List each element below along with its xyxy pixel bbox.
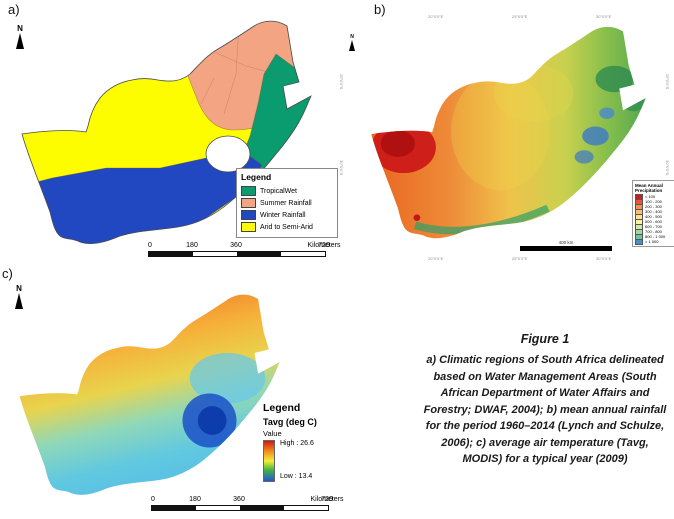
legend-item-label: 600 - 700 (645, 224, 662, 230)
legend-item: Summer Rainfall (241, 197, 333, 209)
caption-title: Figure 1 (520, 332, 570, 346)
legend-swatch (241, 222, 256, 232)
legend-item-label: < 100 (645, 194, 656, 200)
scalebar-seg (281, 252, 325, 256)
ramp-high-label: High : 26.6 (280, 440, 314, 447)
hot-zone (88, 307, 125, 324)
legend-item: Winter Rainfall (241, 209, 333, 221)
legend-field-name: Value (263, 429, 282, 438)
legend-item-label: 500 - 600 (645, 219, 662, 225)
scalebar-c: 0 180 360 720 Kilometers (151, 496, 344, 516)
scalebar-unit: Kilometers (310, 496, 344, 503)
scalebar-seg (152, 506, 196, 510)
legend-ramp-row: High : 26.6 Low : 13.4 (263, 440, 317, 482)
scalebar-seg (149, 252, 193, 256)
coord-label: 25°0'0"E (512, 14, 528, 19)
color-ramp (263, 440, 275, 482)
panel-a-climatic-regions: N Legend TropicalWet Summer Rainfall Win… (8, 16, 341, 264)
scalebar-seg (240, 506, 284, 510)
coord-label: 25°0'0"E (512, 256, 528, 261)
legend-item: Arid to Semi-Arid (241, 221, 333, 233)
scalebar-tick: 0 (151, 496, 155, 503)
north-letter: N (17, 24, 23, 33)
north-arrow: N (344, 34, 360, 51)
legend-item-label: 300 - 400 (645, 209, 662, 215)
legend-item-label: Winter Rainfall (260, 211, 306, 219)
panel-b-rainfall: N 20°0'0"E 25°0'0"E 30°0'0"E 20°0'0"E 25… (339, 12, 674, 268)
north-letter: N (16, 284, 22, 293)
scalebar-bar (520, 246, 612, 251)
north-arrow-icon (349, 40, 355, 51)
scalebar-ticks: 0 180 360 720 Kilometers (151, 496, 343, 505)
legend-item-label: 400 - 500 (645, 214, 662, 220)
legend-swatch (635, 239, 643, 245)
high-rainfall-blue-zone (582, 126, 609, 146)
legend-item: > 1 000 (635, 239, 673, 245)
scalebar-label: 400 km (558, 240, 574, 245)
scalebar-unit: Kilometers (307, 242, 341, 249)
scalebar-tick: 360 (230, 242, 242, 249)
scalebar-seg (196, 506, 240, 510)
map-c-temperature (19, 294, 280, 495)
coord-label: 30°0'0"S (665, 160, 670, 176)
panel-b-label: b) (374, 2, 386, 17)
legend-a: Legend TropicalWet Summer Rainfall Winte… (236, 168, 338, 238)
legend-item-label: 200 - 300 (645, 204, 662, 210)
legend-swatch (241, 198, 256, 208)
map-a-south-africa (21, 20, 312, 244)
scalebar-bar (151, 505, 329, 511)
scalebar-seg (237, 252, 281, 256)
legend-title: Mean Annual Precipitation (635, 183, 663, 194)
coord-label: 25°0'0"S (665, 74, 670, 90)
coord-label: 30°0'0"S (339, 160, 344, 176)
ramp-low-label: Low : 13.4 (280, 473, 313, 480)
panel-a-label: a) (8, 2, 20, 17)
panel-c-temperature: N Legend Tavg (deg C) Value High : 26.6 … (5, 278, 344, 519)
legend-title: Legend (263, 402, 301, 414)
north-arrow: N (12, 24, 28, 49)
legend-c: Legend Tavg (deg C) Value High : 26.6 Lo… (261, 400, 319, 484)
map-b-rainfall (371, 26, 646, 239)
legend-item: TropicalWet (241, 185, 333, 197)
scalebar-tick: 0 (148, 242, 152, 249)
coord-label: 30°0'0"E (596, 256, 612, 261)
legend-item-label: 700 - 800 (645, 229, 662, 235)
legend-swatch (241, 186, 256, 196)
scalebar-tick-value: 720 (318, 242, 330, 249)
ramp-labels: High : 26.6 Low : 13.4 (280, 440, 314, 480)
coord-label: 30°0'0"E (596, 14, 612, 19)
legend-b: Mean Annual Precipitation < 100 100 - 20… (632, 180, 674, 248)
legend-item-label: Arid to Semi-Arid (260, 223, 313, 231)
legend-item-label: TropicalWet (260, 187, 297, 195)
figure-caption: Figure 1 a) Climatic regions of South Af… (420, 332, 670, 468)
north-arrow-icon (16, 33, 24, 49)
caption-body: a) Climatic regions of South Africa deli… (423, 354, 667, 465)
scalebar-bar (148, 251, 326, 257)
legend-swatch (241, 210, 256, 220)
legend-item-label: Summer Rainfall (260, 199, 312, 207)
scalebar-seg (284, 506, 328, 510)
scalebar-tick: 180 (186, 242, 198, 249)
panel-c-label: c) (2, 266, 13, 281)
scalebar-tick-value: 720 (321, 496, 333, 503)
coord-label: 20°0'0"E (428, 14, 444, 19)
legend-layer-name: Tavg (deg C) (263, 417, 317, 427)
scalebar-tick: 180 (189, 496, 201, 503)
scalebar-b: 400 km (520, 240, 612, 251)
rainfall-raster (371, 26, 646, 239)
scalebar-a: 0 180 360 720 Kilometers (148, 242, 341, 262)
coord-label: 25°0'0"S (339, 74, 344, 90)
legend-title: Legend (241, 172, 272, 182)
north-arrow: N (11, 284, 27, 309)
coord-label: 20°0'0"E (428, 256, 444, 261)
north-arrow-icon (15, 293, 23, 309)
scalebar-seg (193, 252, 237, 256)
legend-item-label: 800 - 1 000 (645, 234, 666, 240)
legend-item-label: 100 - 200 (645, 199, 662, 205)
legend-item-label: > 1 000 (645, 239, 659, 245)
scalebar-tick: 360 (233, 496, 245, 503)
scalebar-ticks: 0 180 360 720 Kilometers (148, 242, 340, 251)
north-letter: N (350, 34, 354, 40)
